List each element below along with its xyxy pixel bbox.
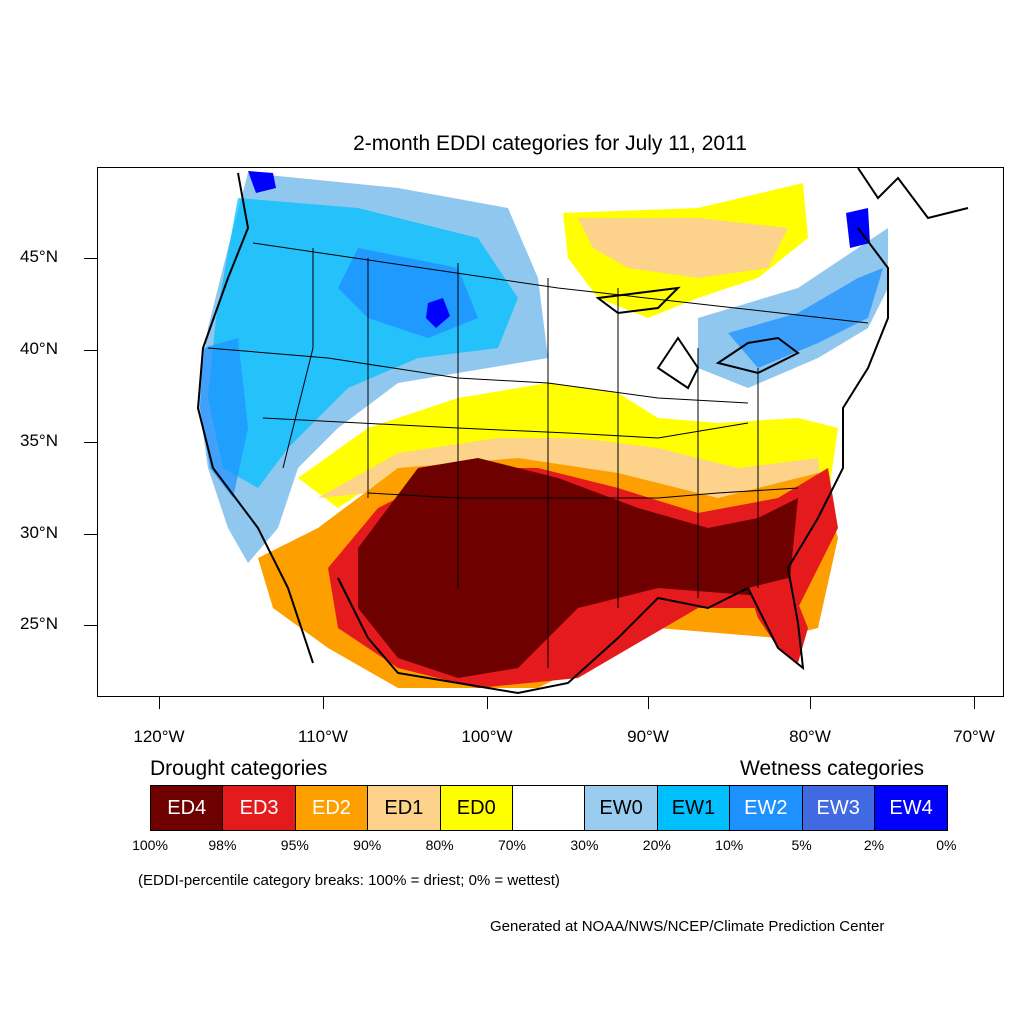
break-label: 30% [570,837,599,853]
eddi-map [97,167,1004,697]
legend-swatch-ew0: EW0 [585,786,658,830]
coastlines [196,168,969,695]
lat-tick-45 [84,258,97,259]
lon-tick-100 [487,697,488,709]
legend-swatch-ed4: ED4 [151,786,224,830]
break-label: 2% [863,837,885,853]
wet-region-pacific-coast [200,338,248,498]
drought-ed1-north [578,218,788,278]
lat-label-30: 30°N [20,523,58,542]
break-label: 98% [208,837,237,853]
lon-label-70: 70°W [953,727,995,746]
wet-spot-ew4-nw [248,171,276,193]
legend-swatch-ew2: EW2 [730,786,803,830]
state-boundaries [207,242,869,668]
eddi-map-canvas [196,168,969,695]
lon-tick-110 [323,697,324,709]
legend-swatch-ew1: EW1 [657,786,731,830]
credit-line: Generated at NOAA/NWS/NCEP/Climate Predi… [490,918,885,935]
lon-label-110: 110°W [298,727,348,746]
category-note: (EDDI-percentile category breaks: 100% =… [138,872,560,889]
lon-tick-70 [974,697,975,709]
lon-label-90: 90°W [627,727,669,746]
break-label: 70% [497,837,527,853]
legend-swatch-ed1: ED1 [368,786,441,830]
lat-label-35: 35°N [20,431,58,450]
break-label: 80% [425,837,454,853]
break-label: 0% [936,837,957,853]
legend-swatch-ed3: ED3 [223,786,296,830]
lon-tick-80 [810,697,811,709]
legend-swatch-neutral [512,786,586,830]
lat-label-45: 45°N [20,247,58,266]
lon-label-100: 100°W [461,727,513,746]
drought-ed4-south [358,458,798,678]
legend-swatch-ed0: ED0 [440,786,513,830]
lon-tick-120 [159,697,160,709]
break-label: 20% [642,837,671,853]
legend-swatch-ew3: EW3 [802,786,875,830]
lon-label-120: 120°W [133,727,185,746]
lon-label-80: 80°W [789,727,831,746]
category-legend: ED4 ED3 ED2 ED1 ED0 EW0 EW1 EW2 EW3 EW4 [150,785,949,831]
break-label: 90% [353,837,382,853]
lat-tick-25 [84,625,97,626]
lat-label-40: 40°N [20,339,58,358]
drought-heading: Drought categories [150,757,328,780]
break-label: 100% [132,837,168,853]
wet-region-northeast-ew2 [728,268,883,368]
lat-label-25: 25°N [20,614,58,633]
legend-swatch-ed2: ED2 [295,786,369,830]
lon-tick-90 [648,697,649,709]
break-label: 5% [791,837,812,853]
map-title: 2-month EDDI categories for July 11, 201… [353,132,747,155]
break-label: 95% [280,837,309,853]
wet-spot-ew4-north [426,298,450,328]
legend-swatch-ew4: EW4 [874,786,948,830]
break-label: 10% [715,837,744,853]
lat-tick-30 [84,534,97,535]
wetness-heading: Wetness categories [740,757,925,780]
lat-tick-35 [84,442,97,443]
lat-tick-40 [84,350,97,351]
